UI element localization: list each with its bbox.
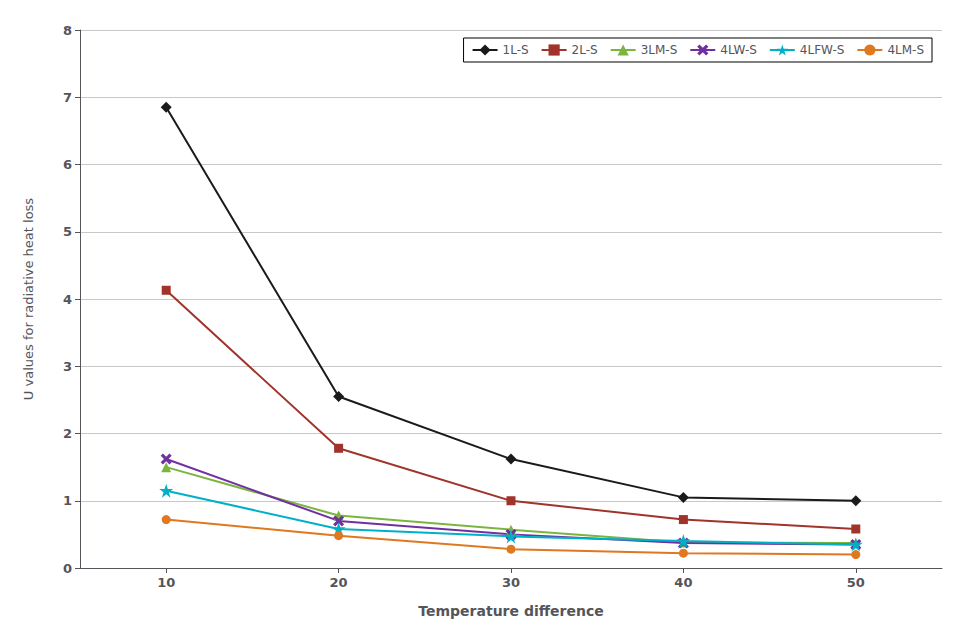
svg-text:10: 10	[157, 575, 175, 590]
svg-text:20: 20	[330, 575, 348, 590]
svg-text:2L-S: 2L-S	[572, 43, 598, 57]
svg-text:3: 3	[63, 359, 72, 374]
svg-text:0: 0	[63, 561, 72, 576]
svg-text:Temperature difference: Temperature difference	[418, 603, 603, 619]
svg-text:30: 30	[502, 575, 520, 590]
svg-text:3LM-S: 3LM-S	[641, 43, 678, 57]
svg-text:2: 2	[63, 426, 72, 441]
svg-text:50: 50	[847, 575, 865, 590]
svg-text:8: 8	[63, 23, 72, 38]
svg-text:4LW-S: 4LW-S	[720, 43, 757, 57]
svg-text:5: 5	[63, 224, 72, 239]
svg-text:40: 40	[674, 575, 692, 590]
svg-text:4: 4	[63, 292, 72, 307]
svg-text:7: 7	[63, 90, 72, 105]
svg-text:4LFW-S: 4LFW-S	[800, 43, 845, 57]
svg-text:1: 1	[63, 493, 72, 508]
svg-text:U values for radiative heat lo: U values for radiative heat loss	[21, 198, 36, 401]
svg-text:4LM-S: 4LM-S	[887, 43, 924, 57]
svg-text:1L-S: 1L-S	[503, 43, 529, 57]
svg-text:6: 6	[63, 157, 72, 172]
